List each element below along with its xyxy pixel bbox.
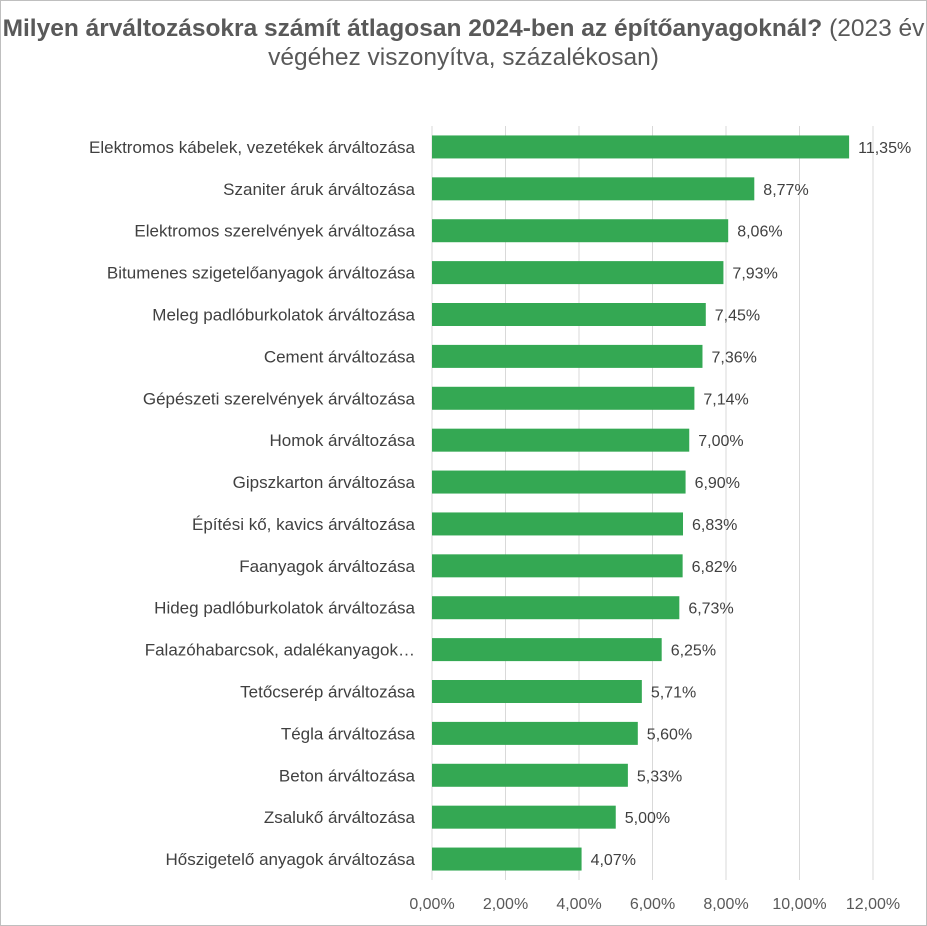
value-label-5: 7,36% [711, 349, 756, 366]
x-tick-label-5: 10,00% [772, 896, 826, 913]
bars [432, 135, 850, 871]
x-axis-tick-labels: 0,00% 2,00% 4,00% 6,00% 8,00% 10,00% 12,00% [409, 896, 900, 913]
bar-9 [432, 512, 684, 536]
value-label-14: 5,60% [647, 726, 692, 743]
bar-13 [432, 680, 642, 703]
bar-3 [432, 261, 724, 285]
value-label-17: 4,07% [591, 852, 636, 869]
chart-title: Milyen árváltozásokra számít átlagosan 2… [0, 14, 927, 72]
value-label-13: 5,71% [651, 685, 696, 702]
category-label-17: Hőszigetelő anyagok árváltozása [166, 850, 416, 869]
category-label-10: Faanyagok árváltozása [239, 557, 415, 576]
value-label-9: 6,83% [692, 517, 737, 534]
category-label-14: Tégla árváltozása [281, 724, 416, 743]
chart-title-bold: Milyen árváltozásokra számít átlagosan 2… [2, 15, 823, 42]
x-tick-label-2: 4,00% [556, 896, 601, 913]
x-tick-label-4: 8,00% [703, 896, 748, 913]
value-label-4: 7,45% [715, 308, 760, 325]
value-label-15: 5,33% [637, 768, 682, 785]
bar-4 [432, 303, 706, 326]
category-label-1: Szaniter áruk árváltozása [223, 180, 415, 199]
value-label-11: 6,73% [688, 601, 733, 618]
bar-2 [432, 219, 729, 243]
category-label-12: Falazóhabarcsok, adalékanyagok… [145, 641, 415, 660]
bar-1 [432, 177, 755, 201]
category-label-5: Cement árváltozása [264, 347, 416, 366]
category-label-9: Építési kő, kavics árváltozása [192, 515, 416, 534]
category-label-4: Meleg padlóburkolatok árváltozása [152, 306, 415, 325]
category-label-0: Elektromos kábelek, vezetékek árváltozás… [89, 138, 416, 157]
bar-14 [432, 721, 638, 745]
bar-12 [432, 638, 662, 662]
value-label-3: 7,93% [732, 266, 777, 283]
bar-6 [432, 386, 695, 410]
chart-title-rest: (2023 év végéhez viszonyítva, százalékos… [268, 15, 925, 71]
bar-15 [432, 763, 628, 787]
x-tick-label-1: 2,00% [483, 896, 528, 913]
category-label-11: Hideg padlóburkolatok árváltozása [154, 599, 415, 618]
bar-17 [432, 847, 582, 871]
bar-7 [432, 428, 690, 452]
value-label-8: 6,90% [695, 475, 740, 492]
value-labels: 11,35% 8,77% 8,06% 7,93% 7,45% 7,36% 7,14% 7,00… [591, 140, 912, 869]
value-label-16: 5,00% [625, 810, 670, 827]
category-label-6: Gépészeti szerelvények árváltozása [143, 389, 416, 408]
value-label-2: 8,06% [737, 224, 782, 241]
bar-0 [432, 135, 850, 159]
bar-11 [432, 596, 680, 620]
x-tick-label-3: 6,00% [630, 896, 675, 913]
category-label-13: Tetőcserép árváltozása [240, 683, 415, 702]
value-label-1: 8,77% [763, 182, 808, 199]
bar-8 [432, 470, 686, 494]
bar-5 [432, 344, 703, 368]
bar-16 [432, 805, 616, 829]
x-tick-label-0: 0,00% [409, 896, 454, 913]
value-label-10: 6,82% [692, 559, 737, 576]
value-label-0: 11,35% [858, 140, 911, 157]
category-label-3: Bitumenes szigetelőanyagok árváltozása [107, 264, 416, 283]
value-label-12: 6,25% [671, 643, 716, 660]
grid-lines [431, 126, 874, 880]
category-labels: Elektromos kábelek, vezetékek árváltozás… [89, 138, 416, 869]
value-label-7: 7,00% [698, 433, 743, 450]
category-label-15: Beton árváltozása [279, 766, 416, 785]
category-label-7: Homok árváltozása [269, 431, 415, 450]
bar-10 [432, 554, 683, 578]
category-label-8: Gipszkarton árváltozása [233, 473, 416, 492]
category-label-16: Zsalukő árváltozása [264, 808, 416, 827]
x-tick-label-6: 12,00% [846, 896, 900, 913]
category-label-2: Elektromos szerelvények árváltozása [134, 222, 415, 241]
value-label-6: 7,14% [703, 391, 748, 408]
